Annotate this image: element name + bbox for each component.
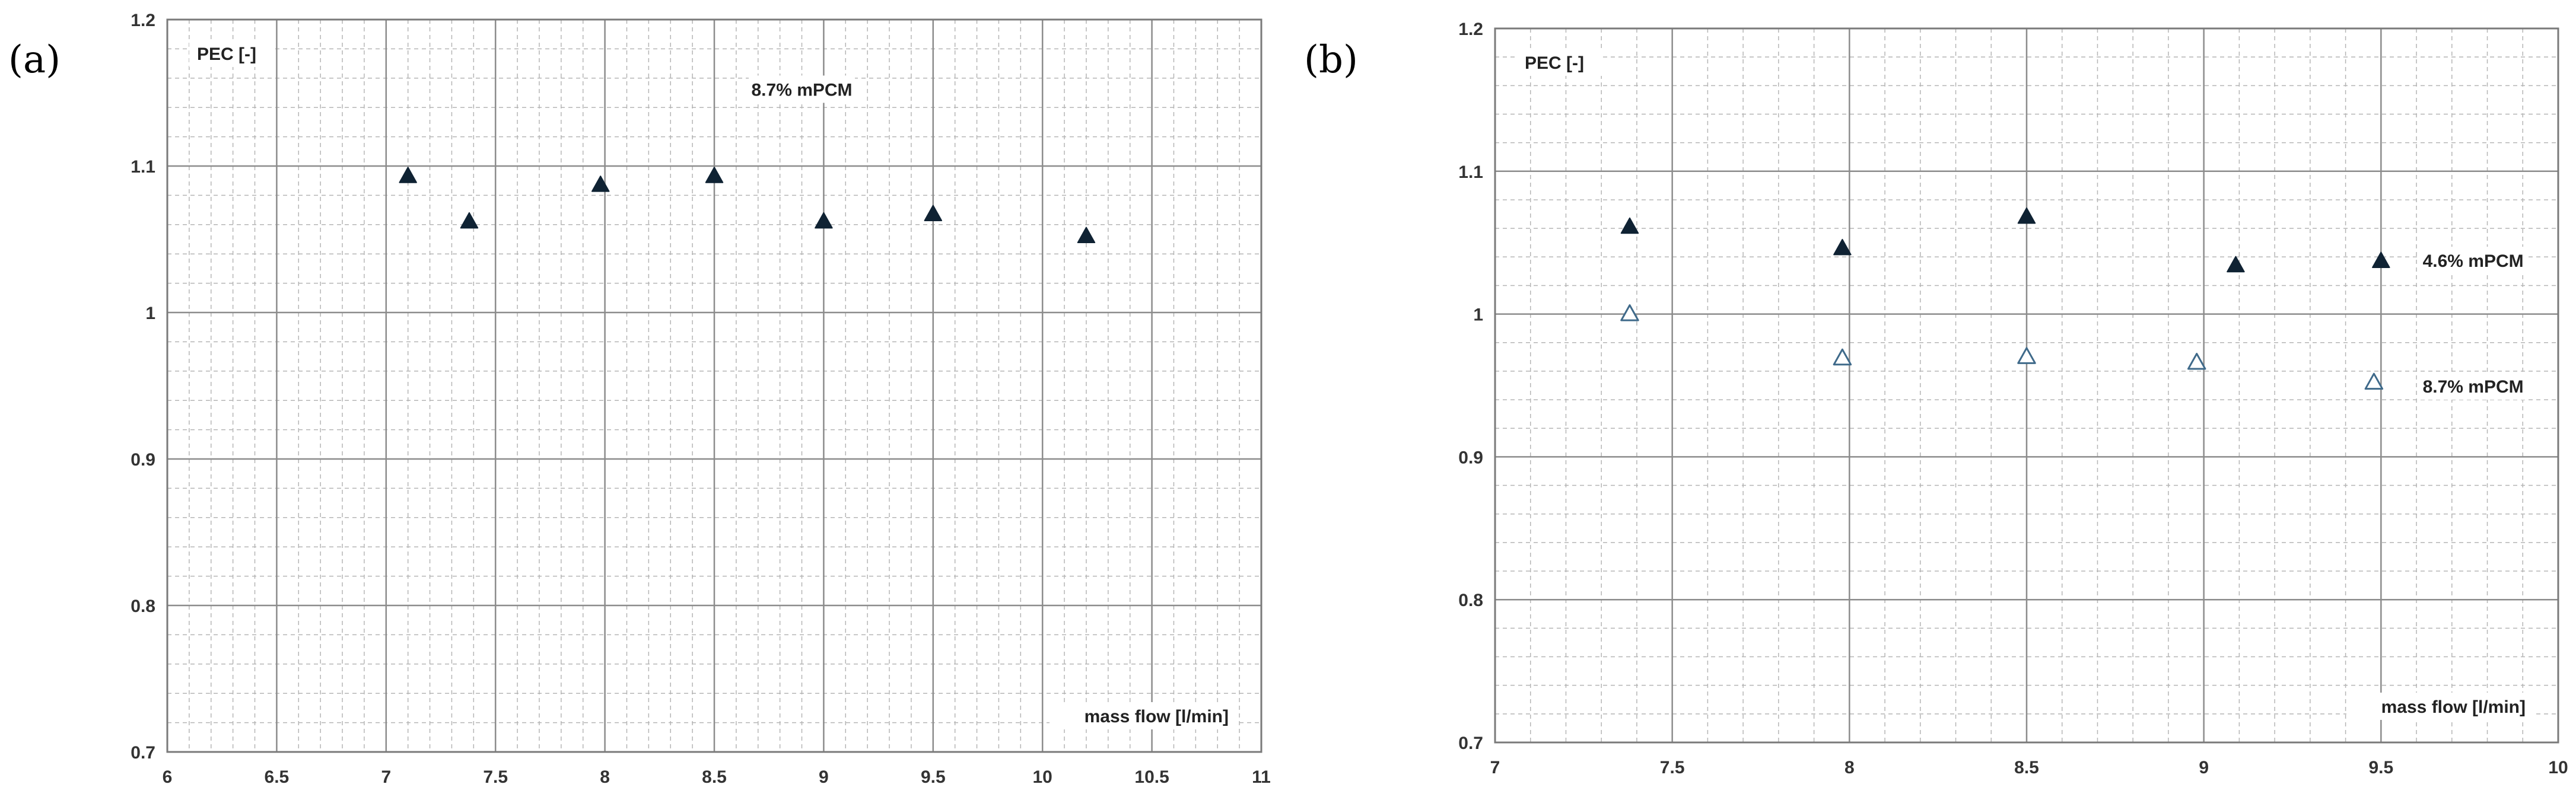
x-tick-label: 10.5 — [1134, 767, 1169, 787]
series-annotation-b-bg — [2420, 247, 2527, 275]
data-point — [2017, 207, 2036, 224]
x-tick-label: 8.5 — [702, 767, 727, 787]
series-annotation-b-bg — [2420, 372, 2527, 400]
x-tick-label: 6 — [163, 767, 173, 787]
chart-a: (a) 6 6.5 7 7.5 8 8.5 9 9.5 10 10.5 11 0.7 0.8 0.9 1 1.1… — [8, 11, 1271, 787]
x-tick-label: 9 — [819, 767, 829, 787]
x-tick-label: 9.5 — [921, 767, 946, 787]
plot-area-b — [1494, 27, 2559, 744]
x-tick-label: 10 — [1033, 767, 1052, 787]
data-point — [1077, 227, 1096, 244]
x-axis-label-a: mass flow [l/min] — [1085, 707, 1229, 726]
x-tick-label: 9 — [2199, 758, 2209, 777]
y-axis-label-a: PEC [-] — [197, 44, 256, 64]
y-tick-label: 0.9 — [1458, 448, 1483, 467]
data-point — [1620, 217, 1639, 234]
y-tick-label: 0.7 — [1458, 734, 1483, 753]
data-point — [2372, 251, 2390, 269]
x-tick-label: 10 — [2548, 758, 2568, 777]
panel-label-a: (a) — [8, 38, 61, 82]
y-axis-label-b-bg — [1517, 49, 1603, 76]
data-point — [924, 205, 943, 222]
x-tick-label: 6.5 — [265, 767, 290, 787]
data-point — [460, 212, 479, 229]
x-tick-label: 8 — [600, 767, 610, 787]
x-tick-label: 11 — [1252, 767, 1271, 787]
x-tick-label: 7.5 — [483, 767, 508, 787]
y-tick-label: 1 — [1473, 305, 1483, 325]
data-point — [2364, 372, 2384, 390]
major-grid-a — [166, 18, 1262, 753]
data-point — [815, 212, 833, 229]
series-b-0 — [1620, 207, 2390, 273]
minor-grid-a — [167, 20, 1261, 752]
plot-area-a — [166, 18, 1262, 753]
series-annotation-b: 4.6% mPCM — [2423, 251, 2524, 271]
y-tick-label: 1 — [145, 304, 155, 323]
series-a-0 — [399, 167, 1096, 244]
x-tick-label: 7 — [1490, 758, 1500, 777]
x-axis-label-b-bg — [2346, 693, 2533, 720]
y-tick-label: 1.2 — [131, 11, 155, 30]
y-tick-label: 1.1 — [131, 157, 155, 177]
x-tick-label: 9.5 — [2368, 758, 2393, 777]
data-point — [1620, 304, 1639, 321]
y-tick-label: 0.7 — [131, 743, 155, 763]
panel-label-b: (b) — [1304, 38, 1358, 82]
data-point — [1833, 348, 1852, 366]
data-point — [399, 167, 417, 183]
data-point — [2017, 347, 2036, 364]
y-axis-label-b: PEC [-] — [1525, 53, 1584, 73]
x-axis-label-a-bg — [1050, 702, 1236, 729]
major-grid-b — [1494, 27, 2559, 744]
x-tick-label: 7.5 — [1660, 758, 1685, 777]
x-axis-label-b: mass flow [l/min] — [2381, 697, 2526, 717]
data-point — [591, 176, 610, 192]
data-point — [1833, 238, 1852, 256]
y-axis-label-a-bg — [189, 40, 275, 67]
x-tick-label: 8 — [1844, 758, 1855, 777]
data-point — [2227, 256, 2245, 273]
data-point — [2187, 352, 2206, 370]
y-tick-label: 0.8 — [1458, 591, 1483, 610]
data-point — [705, 167, 724, 183]
series-b-1 — [1620, 304, 2384, 390]
series-annotation-b: 8.7% mPCM — [2423, 377, 2524, 397]
y-tick-label: 1.2 — [1458, 20, 1483, 39]
x-tick-label: 7 — [381, 767, 391, 787]
y-tick-label: 1.1 — [1458, 162, 1483, 182]
y-tick-label: 0.8 — [131, 597, 155, 616]
chart-b: (b) 7 7.5 8 8.5 9 9.5 10 0.7 0.8 0.9 1 1.1 1.2 PEC [-]… — [1304, 20, 2568, 777]
series-annotation-a-bg — [749, 75, 856, 103]
y-tick-label: 0.9 — [131, 450, 155, 470]
x-tick-label: 8.5 — [2014, 758, 2039, 777]
series-annotation-a: 8.7% mPCM — [751, 80, 852, 100]
